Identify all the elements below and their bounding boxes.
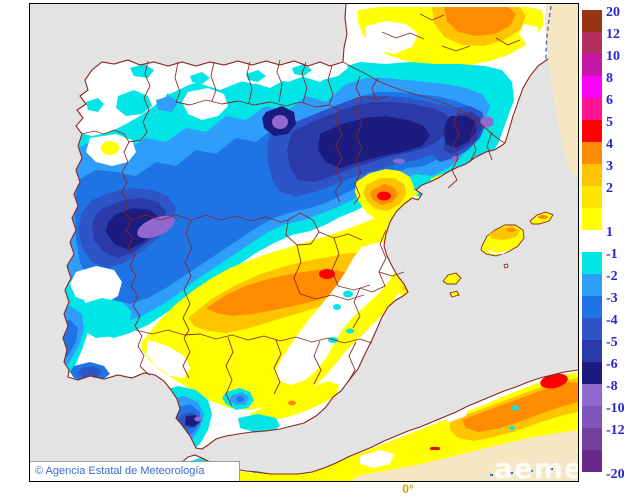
legend-swatch--12: [582, 428, 602, 450]
legend-label-5: 5: [606, 115, 613, 130]
legend-label--4: -4: [606, 313, 618, 328]
weather-map-canvas: [30, 4, 578, 481]
legend-label-20: 20: [606, 5, 620, 20]
legend-swatch--6: [582, 362, 602, 384]
legend-swatch-4: [582, 142, 602, 164]
legend-swatch--1: [582, 252, 602, 274]
aemet-watermark: aemet: [494, 452, 578, 482]
legend-label-4: 4: [606, 137, 613, 152]
legend-swatch--8: [582, 384, 602, 406]
legend-swatch-5: [582, 120, 602, 142]
temperature-scale-legend: 20 12 10 8 6 5 4 3 2 1 -1 -2 -3 -4 -5 -6 -8 -10 -12 -20: [582, 5, 628, 482]
attribution-text: © Agencia Estatal de Meteorología: [30, 461, 240, 481]
domain-boundary-layer: [350, 4, 578, 481]
legend-label--6: -6: [606, 357, 618, 372]
legend-swatch--3: [582, 296, 602, 318]
legend-label--20: -20: [606, 467, 625, 482]
legend-swatch-1: [582, 208, 602, 230]
legend-label-1: 1: [606, 225, 613, 240]
legend-swatch-2: [582, 186, 602, 208]
balearic-islands: [442, 211, 554, 298]
legend-swatch-12: [582, 32, 602, 54]
legend-swatch--4: [582, 318, 602, 340]
legend-label--3: -3: [606, 291, 618, 306]
meridian-label: 0°: [402, 482, 414, 496]
legend-label-6: 6: [606, 93, 613, 108]
legend-swatch--5: [582, 340, 602, 362]
legend-label--2: -2: [606, 269, 618, 284]
legend-label--5: -5: [606, 335, 618, 350]
legend-label--1: -1: [606, 247, 618, 262]
legend-label--10: -10: [606, 401, 625, 416]
legend-label-3: 3: [606, 159, 613, 174]
legend-swatch--20: [582, 450, 602, 472]
legend-swatch-3: [582, 164, 602, 186]
legend-swatch--10: [582, 406, 602, 428]
legend-label-8: 8: [606, 71, 613, 86]
legend-swatch-10: [582, 54, 602, 76]
domain-boundary-dashed-line: [545, 5, 552, 61]
legend-swatch--2: [582, 274, 602, 296]
legend-label-2: 2: [606, 181, 613, 196]
legend-label-12: 12: [606, 27, 620, 42]
legend-label--8: -8: [606, 379, 618, 394]
legend-swatch-6: [582, 98, 602, 120]
province-borders-layer: [81, 13, 521, 407]
legend-swatch-8: [582, 76, 602, 98]
legend-label-10: 10: [606, 49, 620, 64]
legend-swatch-20: [582, 10, 602, 32]
map-frame: aemet © Agencia Estatal de Meteorología: [29, 3, 579, 482]
legend-label--12: -12: [606, 423, 625, 438]
